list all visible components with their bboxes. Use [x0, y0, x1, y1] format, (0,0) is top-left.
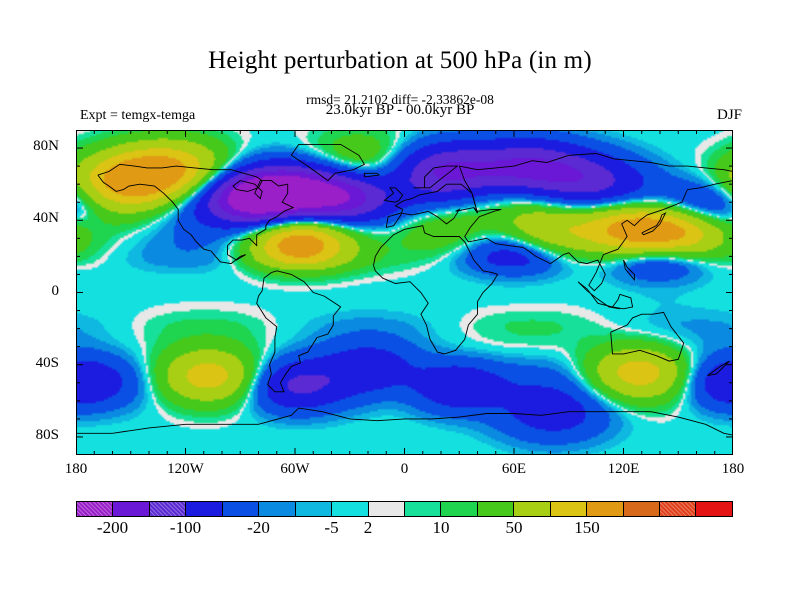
x-axis-tick-label: 180: [721, 461, 745, 477]
coastline: [611, 293, 634, 310]
contour-map: [76, 130, 733, 455]
coastline: [384, 187, 404, 203]
colorbar-band: [403, 502, 441, 516]
colorbar-band: [77, 502, 113, 516]
statistics-line: rmsd= 21.2102 diff= -2.33862e-08: [306, 92, 494, 107]
x-axis-tick-label: 120W: [167, 461, 204, 477]
colorbar-tick-label: -100: [169, 518, 202, 537]
x-axis-tick-label: 60E: [501, 461, 527, 477]
coastline: [623, 259, 635, 282]
colorbar-band: [331, 502, 368, 516]
colorbar-band: [476, 502, 514, 516]
y-axis-tick-label: 40N: [33, 210, 59, 227]
y-axis-tick-label: 80S: [35, 426, 59, 443]
plot-frame: [76, 130, 733, 455]
coastline: [363, 172, 381, 178]
coastline: [256, 270, 342, 393]
colorbar-band: [221, 502, 259, 516]
coastline: [373, 225, 499, 355]
colorbar-swatches: [76, 501, 733, 517]
season-label: DJF: [716, 107, 742, 123]
coastline: [458, 153, 733, 292]
colorbar-tick-label: -200: [96, 518, 129, 537]
coastline: [76, 407, 733, 436]
coastline: [290, 143, 366, 182]
y-axis-tick-label: 0: [51, 282, 60, 299]
colorbar-tick-label: -20: [247, 518, 270, 537]
coastline: [610, 311, 685, 362]
x-axis-tick-label: 0: [400, 461, 409, 477]
colorbar-band: [659, 502, 696, 516]
coastline: [707, 360, 730, 377]
x-axis-tick-label: 60W: [280, 461, 310, 477]
coastline: [641, 212, 667, 236]
map-plot-area: [76, 130, 733, 455]
page-title: Height perturbation at 500 hPa (in m): [208, 47, 592, 74]
colorbar-band: [440, 502, 477, 516]
x-axis-tick-label: 120E: [607, 461, 640, 477]
colorbar-band: [112, 502, 149, 516]
colorbar-band: [695, 502, 732, 516]
coastline: [577, 281, 620, 310]
colorbar-tick-label: 150: [574, 518, 600, 537]
colorbar-band: [549, 502, 587, 516]
colorbar-band: [185, 502, 222, 516]
y-axis-tick-label: 80N: [33, 138, 59, 155]
colorbar-tick-label: 10: [432, 518, 450, 537]
colorbar-tick-labels: -200 -100 -20 -5 2 10 50 150: [76, 518, 733, 540]
colorbar-band: [586, 502, 623, 516]
contour-fill-raster: [76, 130, 733, 455]
colorbar-band: [148, 502, 186, 516]
colorbar-band: [622, 502, 659, 516]
colorbar-band: [513, 502, 550, 516]
colorbar-band: [294, 502, 332, 516]
colorbar-tick-label: 50: [505, 518, 523, 537]
x-axis-tick-label: 180: [64, 461, 88, 477]
colorbar-band: [258, 502, 295, 516]
y-axis-tick-label: 40S: [35, 354, 59, 371]
colorbar-tick-label: -5: [324, 518, 339, 537]
coastline: [413, 165, 459, 189]
colorbar-tick-label: 2: [363, 518, 373, 537]
coastline: [97, 163, 295, 265]
experiment-label: Expt = temgx-temga: [80, 108, 196, 123]
colorbar-band: [367, 502, 404, 516]
colorbar: [76, 501, 733, 517]
period-line: 23.0kyr BP - 00.0kyr BP: [325, 102, 475, 118]
